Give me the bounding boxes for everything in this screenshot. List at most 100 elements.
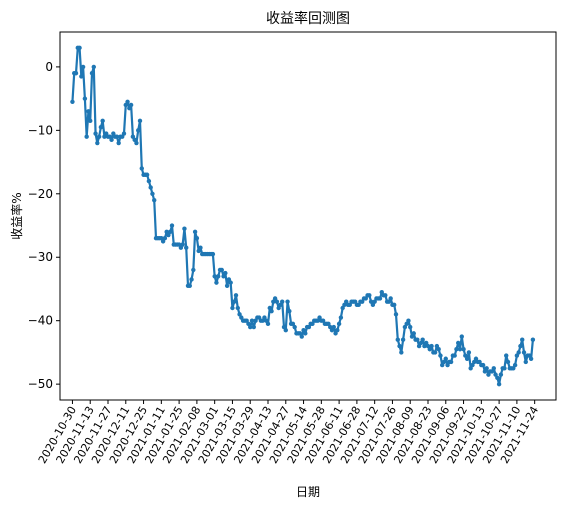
data-point-197	[420, 337, 425, 342]
data-point-183	[395, 337, 400, 342]
data-point-202	[429, 343, 434, 349]
data-point-218	[457, 347, 463, 352]
data-point-9	[86, 109, 91, 114]
data-point-129	[299, 334, 304, 339]
data-point-52	[162, 236, 168, 241]
data-point-118	[280, 299, 285, 304]
data-point-176	[383, 293, 388, 298]
data-point-4	[77, 45, 82, 51]
data-point-122	[287, 308, 292, 314]
data-point-79	[210, 251, 216, 257]
data-point-223	[466, 350, 472, 355]
data-point-89	[228, 280, 233, 285]
data-point-70	[194, 236, 200, 241]
data-point-0	[70, 99, 75, 104]
data-point-259	[530, 337, 536, 342]
data-point-102	[251, 324, 256, 330]
data-point-179	[388, 296, 393, 301]
y-tick-label-0: 0	[45, 60, 53, 74]
data-point-7	[82, 96, 88, 101]
data-point-217	[456, 340, 461, 346]
data-point-64	[184, 245, 189, 250]
data-point-251	[516, 350, 521, 355]
data-point-204	[432, 350, 438, 355]
x-axis-label: 日期	[296, 485, 320, 499]
data-point-231	[480, 362, 486, 368]
data-point-244	[504, 353, 509, 358]
data-point-220	[461, 347, 466, 352]
data-point-149	[335, 328, 340, 333]
data-point-68	[191, 267, 196, 273]
data-point-56	[169, 223, 175, 228]
y-axis-label: 收益率%	[9, 192, 24, 239]
data-point-253	[520, 337, 525, 342]
data-point-62	[180, 242, 185, 247]
data-point-115	[274, 299, 280, 304]
data-point-189	[406, 318, 411, 323]
data-point-243	[502, 366, 507, 371]
y-tick-label-5: −50	[28, 377, 53, 391]
data-point-39	[139, 166, 144, 171]
data-point-37	[136, 128, 141, 133]
data-point-151	[338, 315, 344, 320]
data-point-207	[438, 353, 443, 358]
data-point-36	[134, 140, 139, 146]
data-point-190	[408, 324, 413, 330]
data-point-219	[459, 334, 464, 339]
data-point-5	[79, 74, 84, 79]
data-point-67	[189, 277, 194, 282]
data-point-12	[91, 64, 96, 70]
data-point-213	[448, 359, 454, 365]
data-point-42	[144, 172, 150, 177]
data-point-167	[367, 293, 372, 298]
data-point-101	[249, 318, 255, 323]
data-point-13	[93, 131, 98, 136]
data-point-31	[125, 99, 130, 104]
data-point-249	[512, 362, 518, 368]
data-point-100	[248, 324, 253, 330]
data-point-173	[377, 296, 383, 301]
data-point-26	[116, 140, 121, 146]
data-point-87	[224, 283, 230, 288]
data-point-46	[152, 197, 157, 203]
data-point-121	[285, 299, 290, 304]
data-point-38	[137, 118, 143, 124]
data-point-206	[436, 347, 441, 352]
data-point-222	[464, 356, 470, 361]
data-point-81	[214, 280, 219, 285]
series-layer	[70, 45, 536, 387]
data-point-66	[187, 283, 192, 288]
data-point-233	[484, 366, 489, 371]
data-point-6	[80, 64, 86, 70]
y-axis: 0 −10 −20 −30 −40 −50	[28, 60, 60, 391]
data-point-22	[109, 137, 114, 143]
data-point-216	[454, 347, 459, 352]
data-point-86	[223, 270, 228, 276]
data-point-44	[148, 185, 153, 190]
data-point-43	[146, 178, 152, 184]
chart-title: 收益率回测图	[266, 10, 350, 27]
data-point-254	[521, 350, 527, 355]
y-tick-label-1: −10	[28, 123, 53, 137]
y-tick-label-3: −30	[28, 250, 53, 264]
data-point-184	[397, 343, 402, 349]
plot-frame	[59, 31, 557, 401]
data-point-55	[168, 229, 173, 235]
data-point-186	[400, 337, 406, 342]
data-point-90	[230, 305, 235, 311]
data-point-33	[128, 102, 134, 108]
data-point-8	[84, 134, 89, 139]
data-point-92	[233, 293, 239, 298]
data-point-69	[192, 229, 198, 235]
data-point-150	[336, 321, 342, 327]
y-tick-label-2: −20	[28, 187, 53, 201]
data-point-131	[303, 331, 308, 336]
x-axis: 2020-10-302020-11-132020-11-272020-12-11…	[36, 400, 541, 466]
data-point-210	[443, 356, 448, 361]
data-point-2	[73, 71, 79, 76]
y-tick-label-4: −40	[28, 314, 53, 328]
data-point-15	[96, 134, 102, 139]
data-point-63	[182, 226, 187, 231]
data-point-72	[198, 245, 203, 250]
